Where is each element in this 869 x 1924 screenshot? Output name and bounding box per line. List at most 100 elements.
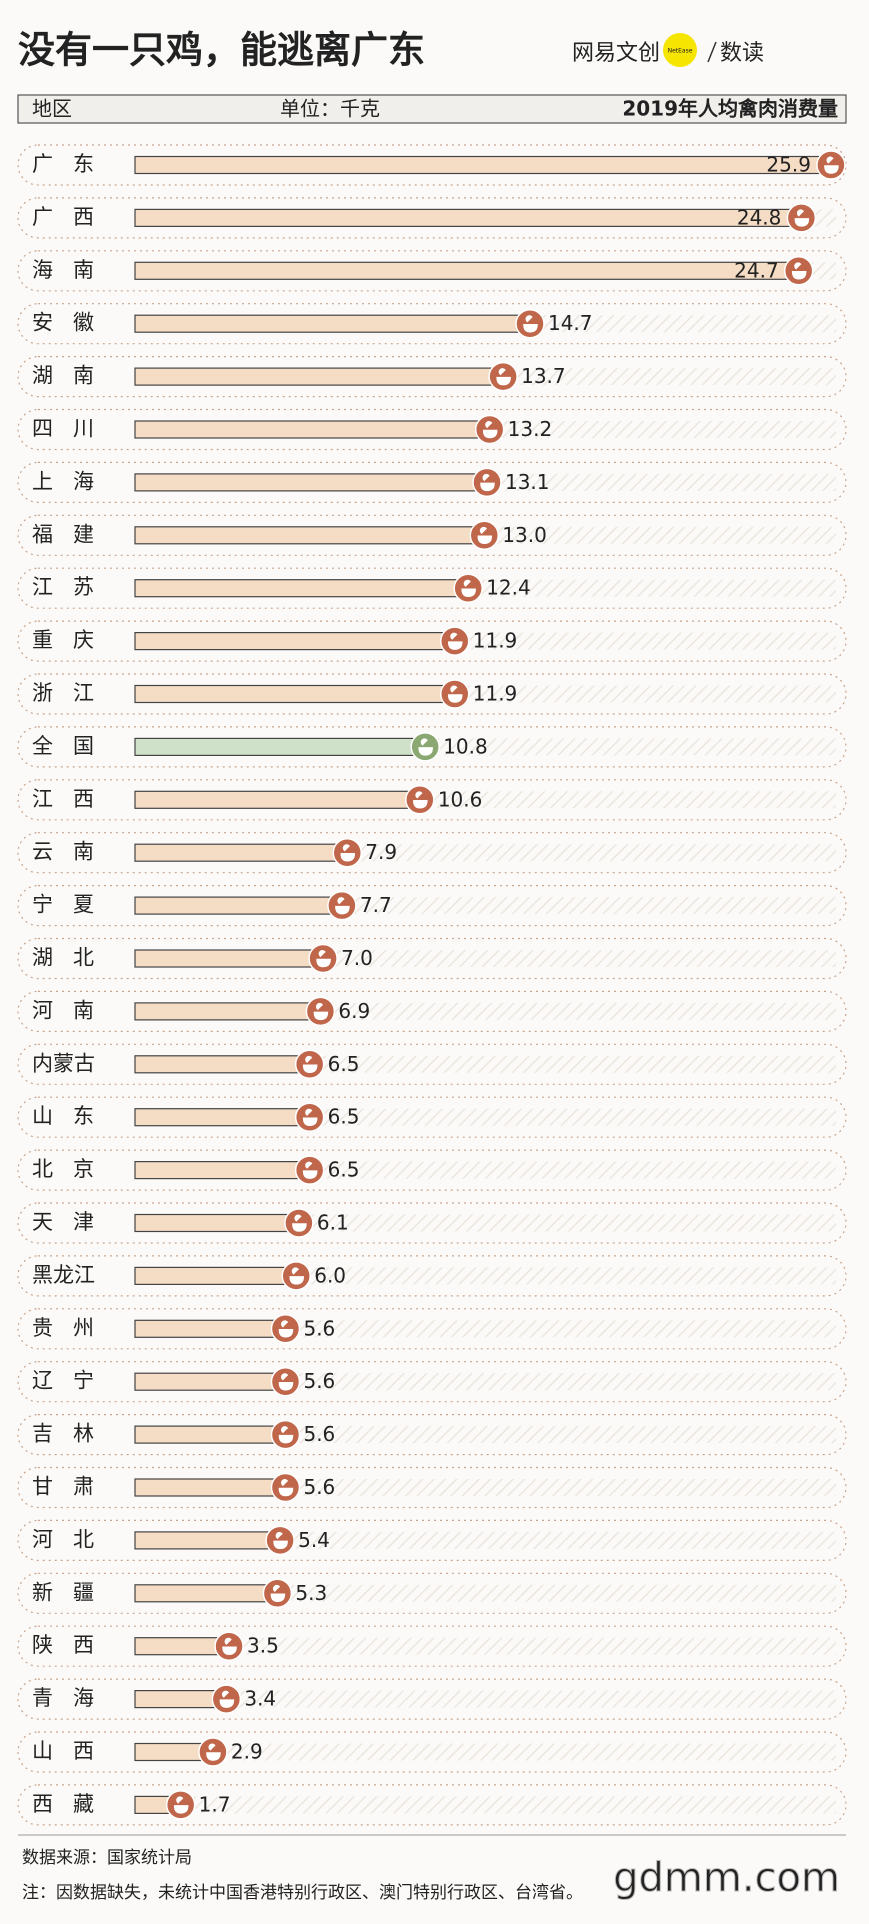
category-label: 北京 [32, 1157, 114, 1181]
category-label: 吉林 [32, 1422, 114, 1446]
category-label: 辽宁 [32, 1369, 114, 1393]
row-hatch [489, 421, 836, 438]
row-hatch [285, 1479, 836, 1496]
row-hatch [323, 950, 837, 967]
category-label: 福建 [32, 522, 114, 546]
bar [134, 314, 531, 333]
bar-icon [262, 1578, 293, 1609]
category-label: 广西 [32, 205, 114, 229]
value-label: 2.9 [231, 1740, 263, 1764]
bar-icon [284, 1208, 314, 1238]
bar [134, 1002, 322, 1021]
category-label: 青海 [32, 1686, 114, 1710]
row-track [17, 1466, 847, 1509]
row-hatch [486, 473, 836, 491]
bar [134, 1425, 287, 1444]
logo-section: 数读 [720, 41, 764, 66]
value-label: 10.6 [438, 787, 483, 811]
row-hatch [309, 1055, 836, 1073]
value-label: 5.6 [303, 1422, 335, 1446]
bar [134, 1160, 311, 1180]
row-track [17, 673, 847, 715]
value-header: 2019年人均禽肉消费量 [622, 97, 838, 121]
bar-icon [265, 1525, 295, 1556]
row-track [17, 832, 847, 874]
bar-icon [165, 1790, 196, 1820]
bar-icon [198, 1737, 228, 1767]
bar-icon-chick [206, 1743, 221, 1761]
category-label: 广东 [32, 152, 114, 176]
row-track [17, 250, 847, 292]
bar [134, 526, 485, 545]
bar [134, 631, 456, 651]
value-label: 6.9 [338, 999, 370, 1023]
bar [134, 843, 348, 862]
category-label: 宁夏 [32, 893, 114, 917]
bar-icon [440, 679, 470, 709]
chart-title: 没有一只鸡，能逃离广东 [18, 29, 425, 72]
watermark: gdmm.com [613, 1855, 840, 1901]
bar-icon [515, 308, 545, 339]
value-label: 13.1 [505, 470, 550, 494]
bar [134, 737, 426, 757]
bar [134, 261, 800, 280]
bar-icon-chick [477, 526, 493, 545]
row-hatch [454, 632, 836, 650]
bar-icon-chick [278, 1320, 294, 1338]
category-label: 浙江 [32, 681, 114, 705]
row-track [17, 1361, 847, 1403]
bar-icon [816, 150, 846, 180]
bar [134, 473, 488, 492]
row-track [17, 1043, 847, 1085]
row-hatch [226, 1690, 836, 1708]
row-hatch [425, 738, 836, 756]
category-header: 地区 [32, 97, 72, 121]
category-label: 贵州 [32, 1316, 114, 1340]
category-label: 江苏 [32, 575, 114, 599]
bar-icon-chick [413, 791, 428, 809]
category-label: 河南 [32, 998, 114, 1022]
row-track [17, 408, 847, 451]
bar [134, 155, 832, 175]
row-track [17, 356, 847, 398]
bar-icon-chick [278, 1426, 294, 1444]
value-label: 11.9 [473, 682, 518, 706]
bar-icon [270, 1314, 301, 1344]
bar [134, 949, 324, 968]
bar-icon [474, 414, 505, 445]
row-track [17, 1255, 847, 1297]
value-label: 6.5 [328, 1052, 360, 1076]
row-hatch [484, 526, 836, 544]
bar [134, 1584, 279, 1603]
category-label: 上海 [32, 469, 114, 493]
value-label: 13.2 [508, 417, 553, 441]
row-track [17, 567, 847, 609]
value-label: 6.5 [328, 1158, 360, 1182]
value-label: 24.7 [734, 258, 779, 282]
row-hatch [296, 1267, 837, 1285]
value-label: 3.4 [244, 1687, 276, 1711]
row-track [17, 937, 847, 980]
row-hatch [419, 791, 836, 809]
bar [134, 684, 456, 704]
bar-icon [294, 1102, 325, 1132]
row-track [17, 1572, 847, 1614]
value-label: 1.7 [199, 1792, 231, 1816]
bar-icon [488, 361, 518, 392]
row-track [17, 1308, 847, 1350]
bar-icon [214, 1631, 244, 1661]
category-label: 黑龙江 [32, 1263, 95, 1287]
row-track [17, 726, 847, 768]
bar-icon-chick [335, 897, 350, 915]
category-label: 内蒙古 [32, 1051, 95, 1075]
bar-icon [270, 1366, 301, 1397]
bar-icon-chick [791, 262, 807, 280]
bar-icon-chick [448, 632, 463, 650]
bar-icon-chick [289, 1267, 304, 1285]
value-label: 3.5 [247, 1634, 279, 1658]
row-hatch [320, 1002, 836, 1020]
logo-brand: 网易文创 [572, 41, 660, 66]
bar-icon-chick [292, 1214, 307, 1232]
logo-badge-circle [663, 33, 697, 67]
row-hatch [180, 1796, 836, 1814]
